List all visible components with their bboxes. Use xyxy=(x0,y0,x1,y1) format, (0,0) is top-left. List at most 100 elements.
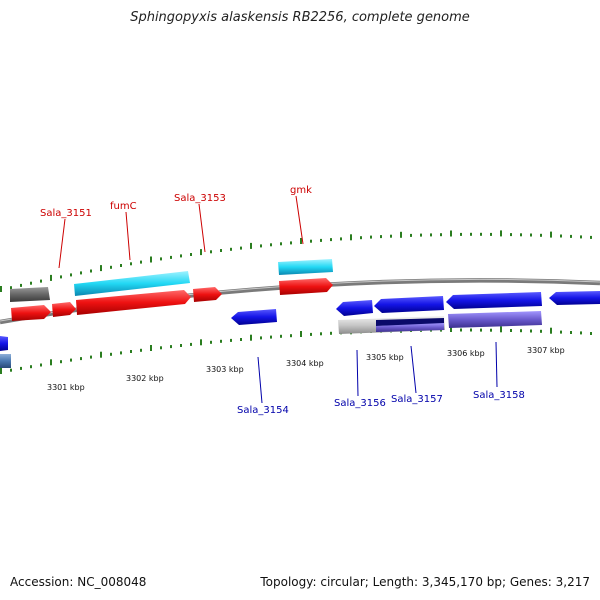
minor-tick xyxy=(470,232,472,236)
minor-tick xyxy=(210,340,212,344)
forward-tick-track xyxy=(0,230,592,292)
gene-arrow-sala3156[interactable] xyxy=(374,296,444,313)
minor-tick xyxy=(390,234,392,238)
gene-label-sala3153[interactable]: Sala_3153 xyxy=(174,193,226,204)
gene-label-sala3156[interactable]: Sala_3156 xyxy=(334,398,386,409)
gene-arrow-sala3158[interactable] xyxy=(446,292,542,309)
gene-arrow-gmk[interactable] xyxy=(279,278,333,295)
gene-arrow-sala3155[interactable] xyxy=(336,300,373,316)
major-tick xyxy=(0,286,2,292)
minor-tick xyxy=(90,355,92,359)
major-tick xyxy=(200,339,202,346)
accession-text: Accession: NC_008048 xyxy=(10,575,147,589)
minor-tick xyxy=(180,254,182,258)
minor-tick xyxy=(120,351,122,355)
minor-tick xyxy=(220,339,222,343)
scale-label: 3302 kbp xyxy=(126,374,164,383)
major-tick xyxy=(300,331,302,337)
major-tick xyxy=(450,230,452,237)
major-tick xyxy=(550,231,552,238)
minor-tick xyxy=(60,275,62,279)
minor-tick xyxy=(570,234,572,238)
minor-tick xyxy=(110,352,112,356)
minor-tick xyxy=(210,250,212,254)
leader-line xyxy=(410,345,417,394)
major-tick xyxy=(100,351,102,358)
leader-line xyxy=(356,349,359,397)
gene-arrow-grey[interactable] xyxy=(10,287,50,302)
minor-tick xyxy=(230,338,232,342)
minor-tick xyxy=(540,329,542,333)
major-tick xyxy=(500,326,502,333)
minor-tick xyxy=(380,235,382,239)
minor-tick xyxy=(580,331,582,335)
gene-arrow-cyan-fumC-region[interactable] xyxy=(74,271,190,296)
scale-labels: 3301 kbp 3302 kbp 3303 kbp 3304 kbp 3305… xyxy=(47,346,565,392)
minor-tick xyxy=(110,265,112,269)
minor-tick xyxy=(290,241,292,245)
major-tick xyxy=(200,249,202,256)
minor-tick xyxy=(480,328,482,332)
minor-tick xyxy=(170,345,172,349)
minor-tick xyxy=(270,243,272,247)
minor-tick xyxy=(540,233,542,237)
gene-label-sala3154[interactable]: Sala_3154 xyxy=(237,405,289,416)
minor-tick xyxy=(160,346,162,350)
major-tick xyxy=(450,326,452,332)
minor-tick xyxy=(190,342,192,346)
minor-tick xyxy=(20,283,22,287)
minor-tick xyxy=(160,257,162,261)
minor-tick xyxy=(270,335,272,339)
scale-label: 3303 kbp xyxy=(206,365,244,374)
minor-tick xyxy=(260,336,262,340)
gene-arrow-sala3153[interactable] xyxy=(193,287,222,302)
scale-label: 3306 kbp xyxy=(447,349,485,358)
major-tick xyxy=(500,230,502,237)
minor-tick xyxy=(30,365,32,369)
gene-arrow-sala3151b[interactable] xyxy=(52,302,76,317)
gene-label-sala3158[interactable]: Sala_3158 xyxy=(473,390,525,401)
leader-line xyxy=(257,356,263,404)
minor-tick xyxy=(260,244,262,248)
major-tick xyxy=(50,274,52,281)
minor-tick xyxy=(60,360,62,364)
gene-arrow-blue-edge[interactable] xyxy=(0,336,8,351)
minor-tick xyxy=(310,239,312,243)
gene-arrow-steel-edge[interactable] xyxy=(0,354,11,368)
gene-label-sala3157[interactable]: Sala_3157 xyxy=(391,394,443,405)
minor-tick xyxy=(130,350,132,353)
minor-tick xyxy=(320,238,322,242)
minor-tick xyxy=(240,246,242,250)
scale-label: 3305 kbp xyxy=(366,353,404,362)
major-tick xyxy=(300,238,302,244)
minor-tick xyxy=(240,338,242,341)
minor-tick xyxy=(120,264,122,267)
major-tick xyxy=(150,256,152,263)
gene-arrow-sala3159[interactable] xyxy=(549,291,600,305)
gene-arrow-fumC[interactable] xyxy=(76,290,191,315)
minor-tick xyxy=(320,332,322,336)
leader-line xyxy=(295,195,304,245)
gene-arrow-sala3151[interactable] xyxy=(11,305,51,321)
minor-tick xyxy=(140,348,142,352)
gene-label-sala3151[interactable]: Sala_3151 xyxy=(40,208,92,219)
minor-tick xyxy=(530,233,532,237)
minor-tick xyxy=(80,271,82,275)
minor-tick xyxy=(180,344,182,347)
major-tick xyxy=(350,234,352,241)
gene-arrow-cyan-gmk-region[interactable] xyxy=(278,259,333,275)
forward-gene-labels: Sala_3151 fumC Sala_3153 gmk xyxy=(40,185,312,269)
gene-label-gmk[interactable]: gmk xyxy=(290,185,312,196)
gene-arrow-sala3158-purple[interactable] xyxy=(448,311,542,328)
scale-label: 3307 kbp xyxy=(527,346,565,355)
minor-tick xyxy=(190,253,192,256)
gene-arrow-sala3157-purple[interactable] xyxy=(376,323,444,332)
gene-arrow-sala3154[interactable] xyxy=(231,309,277,325)
minor-tick xyxy=(290,334,292,338)
minor-tick xyxy=(520,233,522,237)
leader-line xyxy=(198,203,206,253)
gene-label-fumC[interactable]: fumC xyxy=(110,201,137,212)
minor-tick xyxy=(440,233,442,237)
minor-tick xyxy=(590,332,592,335)
